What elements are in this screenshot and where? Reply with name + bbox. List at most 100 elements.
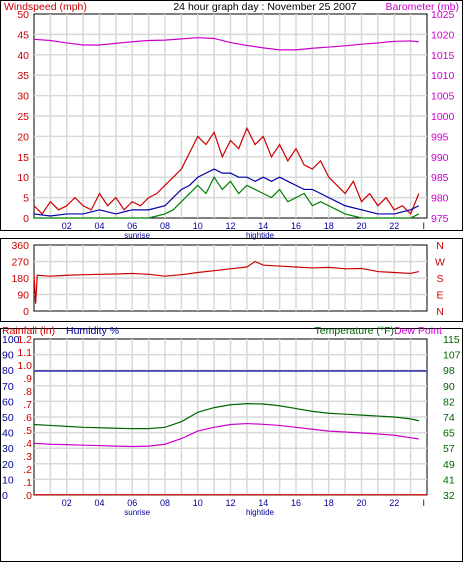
x-tick-label: 02 [62,498,72,508]
y-tick-label-windspeed: 40 [17,50,29,62]
x-tick-label: 20 [356,221,366,231]
series-temperature [33,403,419,430]
y-tick-label-temperature: 65 [443,428,455,440]
x-tick-label: 06 [127,498,137,508]
y-tick-label-barometer: 980 [431,193,449,205]
y-tick-label-degrees: 90 [17,290,29,302]
y-tick-label-temperature: 41 [443,474,455,486]
y-tick-label-humidity: 40 [2,428,14,440]
x-tick-label: 08 [160,498,170,508]
y-tick-label-rainfall: .0 [23,490,32,502]
y-tick-label-rainfall: 1.2 [17,334,32,346]
y-tick-label-barometer: 975 [431,213,449,225]
x-tick-label: 16 [291,498,301,508]
y-tick-label-temperature: 32 [443,490,455,502]
y-axis-label-dewpoint: Dew Point [394,325,442,337]
y-tick-label-humidity: 50 [2,412,14,424]
y-tick-label-humidity: 0 [2,490,8,502]
y-tick-label-humidity: 10 [2,474,14,486]
y-tick-label-rainfall: .3 [23,451,32,463]
x-tick-label: 02 [62,221,72,231]
y-tick-label-barometer: 1025 [431,9,455,21]
y-axis-label-windspeed: Windspeed (mph) [4,1,87,13]
y-tick-label-windspeed: 25 [17,111,29,123]
y-tick-label-barometer: 1010 [431,70,455,82]
y-tick-label-rainfall: .8 [23,386,32,398]
y-tick-label-humidity: 100 [2,334,20,346]
y-tick-label-windspeed: 50 [17,9,29,21]
series-dewpoint [33,422,419,448]
y-tick-label-windspeed: 20 [17,131,29,143]
y-tick-label-barometer: 1020 [431,29,455,41]
y-tick-label-barometer: 995 [431,131,449,143]
y-tick-label-rainfall: .2 [23,464,32,476]
x-tick-label: 22 [389,221,399,231]
x-tick-label: 10 [193,221,203,231]
y-tick-label-rainfall: .1 [23,477,32,489]
series-windspeed [33,126,420,215]
series-series3 [33,168,420,217]
y-tick-label-barometer: 990 [431,152,449,164]
y-tick-label-rainfall: .7 [23,399,32,411]
y-tick-label-windspeed: 15 [17,152,29,164]
x-tick-label: 18 [324,221,334,231]
y-tick-label-barometer: 1005 [431,91,455,103]
y-tick-label-humidity: 70 [2,381,14,393]
x-marker-label: hightide [246,508,275,517]
y-tick-label-rainfall: .4 [23,438,32,450]
y-tick-label-windspeed: 30 [17,91,29,103]
y-tick-label-compass: W [435,257,445,269]
x-tick-label: 14 [258,221,268,231]
y-tick-label-compass: N [436,240,444,252]
chart-title: 24 hour graph day : November 25 2007 [173,1,356,13]
y-tick-label-rainfall: .5 [23,425,32,437]
y-tick-label-temperature: 115 [443,334,460,346]
x-tick-label: 04 [94,221,104,231]
y-tick-label-barometer: 1000 [431,111,455,123]
y-axis-label-temperature: Temperature (°F) [315,325,394,337]
y-tick-label-temperature: 74 [443,412,455,424]
y-tick-label-degrees: 0 [23,306,29,318]
y-tick-label-windspeed: 5 [23,193,29,205]
y-tick-label-windspeed: 45 [17,29,29,41]
y-tick-label-temperature: 57 [443,443,455,455]
y-tick-label-humidity: 60 [2,396,14,408]
y-axis-label-humidity: Humidity % [66,325,119,337]
x-tick-label: I [422,221,425,231]
y-tick-label-humidity: 90 [2,350,14,362]
y-tick-label-humidity: 30 [2,443,14,455]
y-tick-label-windspeed: 0 [23,213,29,225]
y-tick-label-rainfall: 1.0 [17,360,32,372]
y-tick-label-humidity: 20 [2,459,14,471]
y-tick-label-rainfall: 1.1 [17,347,32,359]
y-axis-label-rainfall: Rainfall (in) [2,325,55,337]
series-direction [33,260,419,304]
y-tick-label-rainfall: .9 [23,373,32,385]
y-tick-label-degrees: 180 [11,273,29,285]
y-tick-label-compass: E [436,290,443,302]
x-tick-label: 12 [225,498,235,508]
y-axis-label-barometer: Barometer (mb) [385,1,459,13]
x-tick-label: 08 [160,221,170,231]
x-tick-label: 20 [356,498,366,508]
series-barometer [33,37,419,51]
y-tick-label-degrees: 270 [11,257,29,269]
y-tick-label-compass: N [436,306,444,318]
y-tick-label-compass: S [436,273,443,285]
x-tick-label: I [422,498,425,508]
x-tick-label: 12 [225,221,235,231]
y-tick-label-temperature: 82 [443,396,455,408]
x-tick-label: 18 [324,498,334,508]
x-marker-label: hightide [246,231,275,240]
y-tick-label-barometer: 985 [431,172,449,184]
y-tick-label-windspeed: 35 [17,70,29,82]
x-tick-label: 04 [94,498,104,508]
x-tick-label: 06 [127,221,137,231]
y-tick-label-humidity: 80 [2,365,14,377]
y-tick-label-temperature: 49 [443,459,455,471]
y-tick-label-temperature: 107 [443,350,461,362]
x-marker-label: sunrise [124,231,150,240]
x-tick-label: 10 [193,498,203,508]
x-tick-label: 14 [258,498,268,508]
